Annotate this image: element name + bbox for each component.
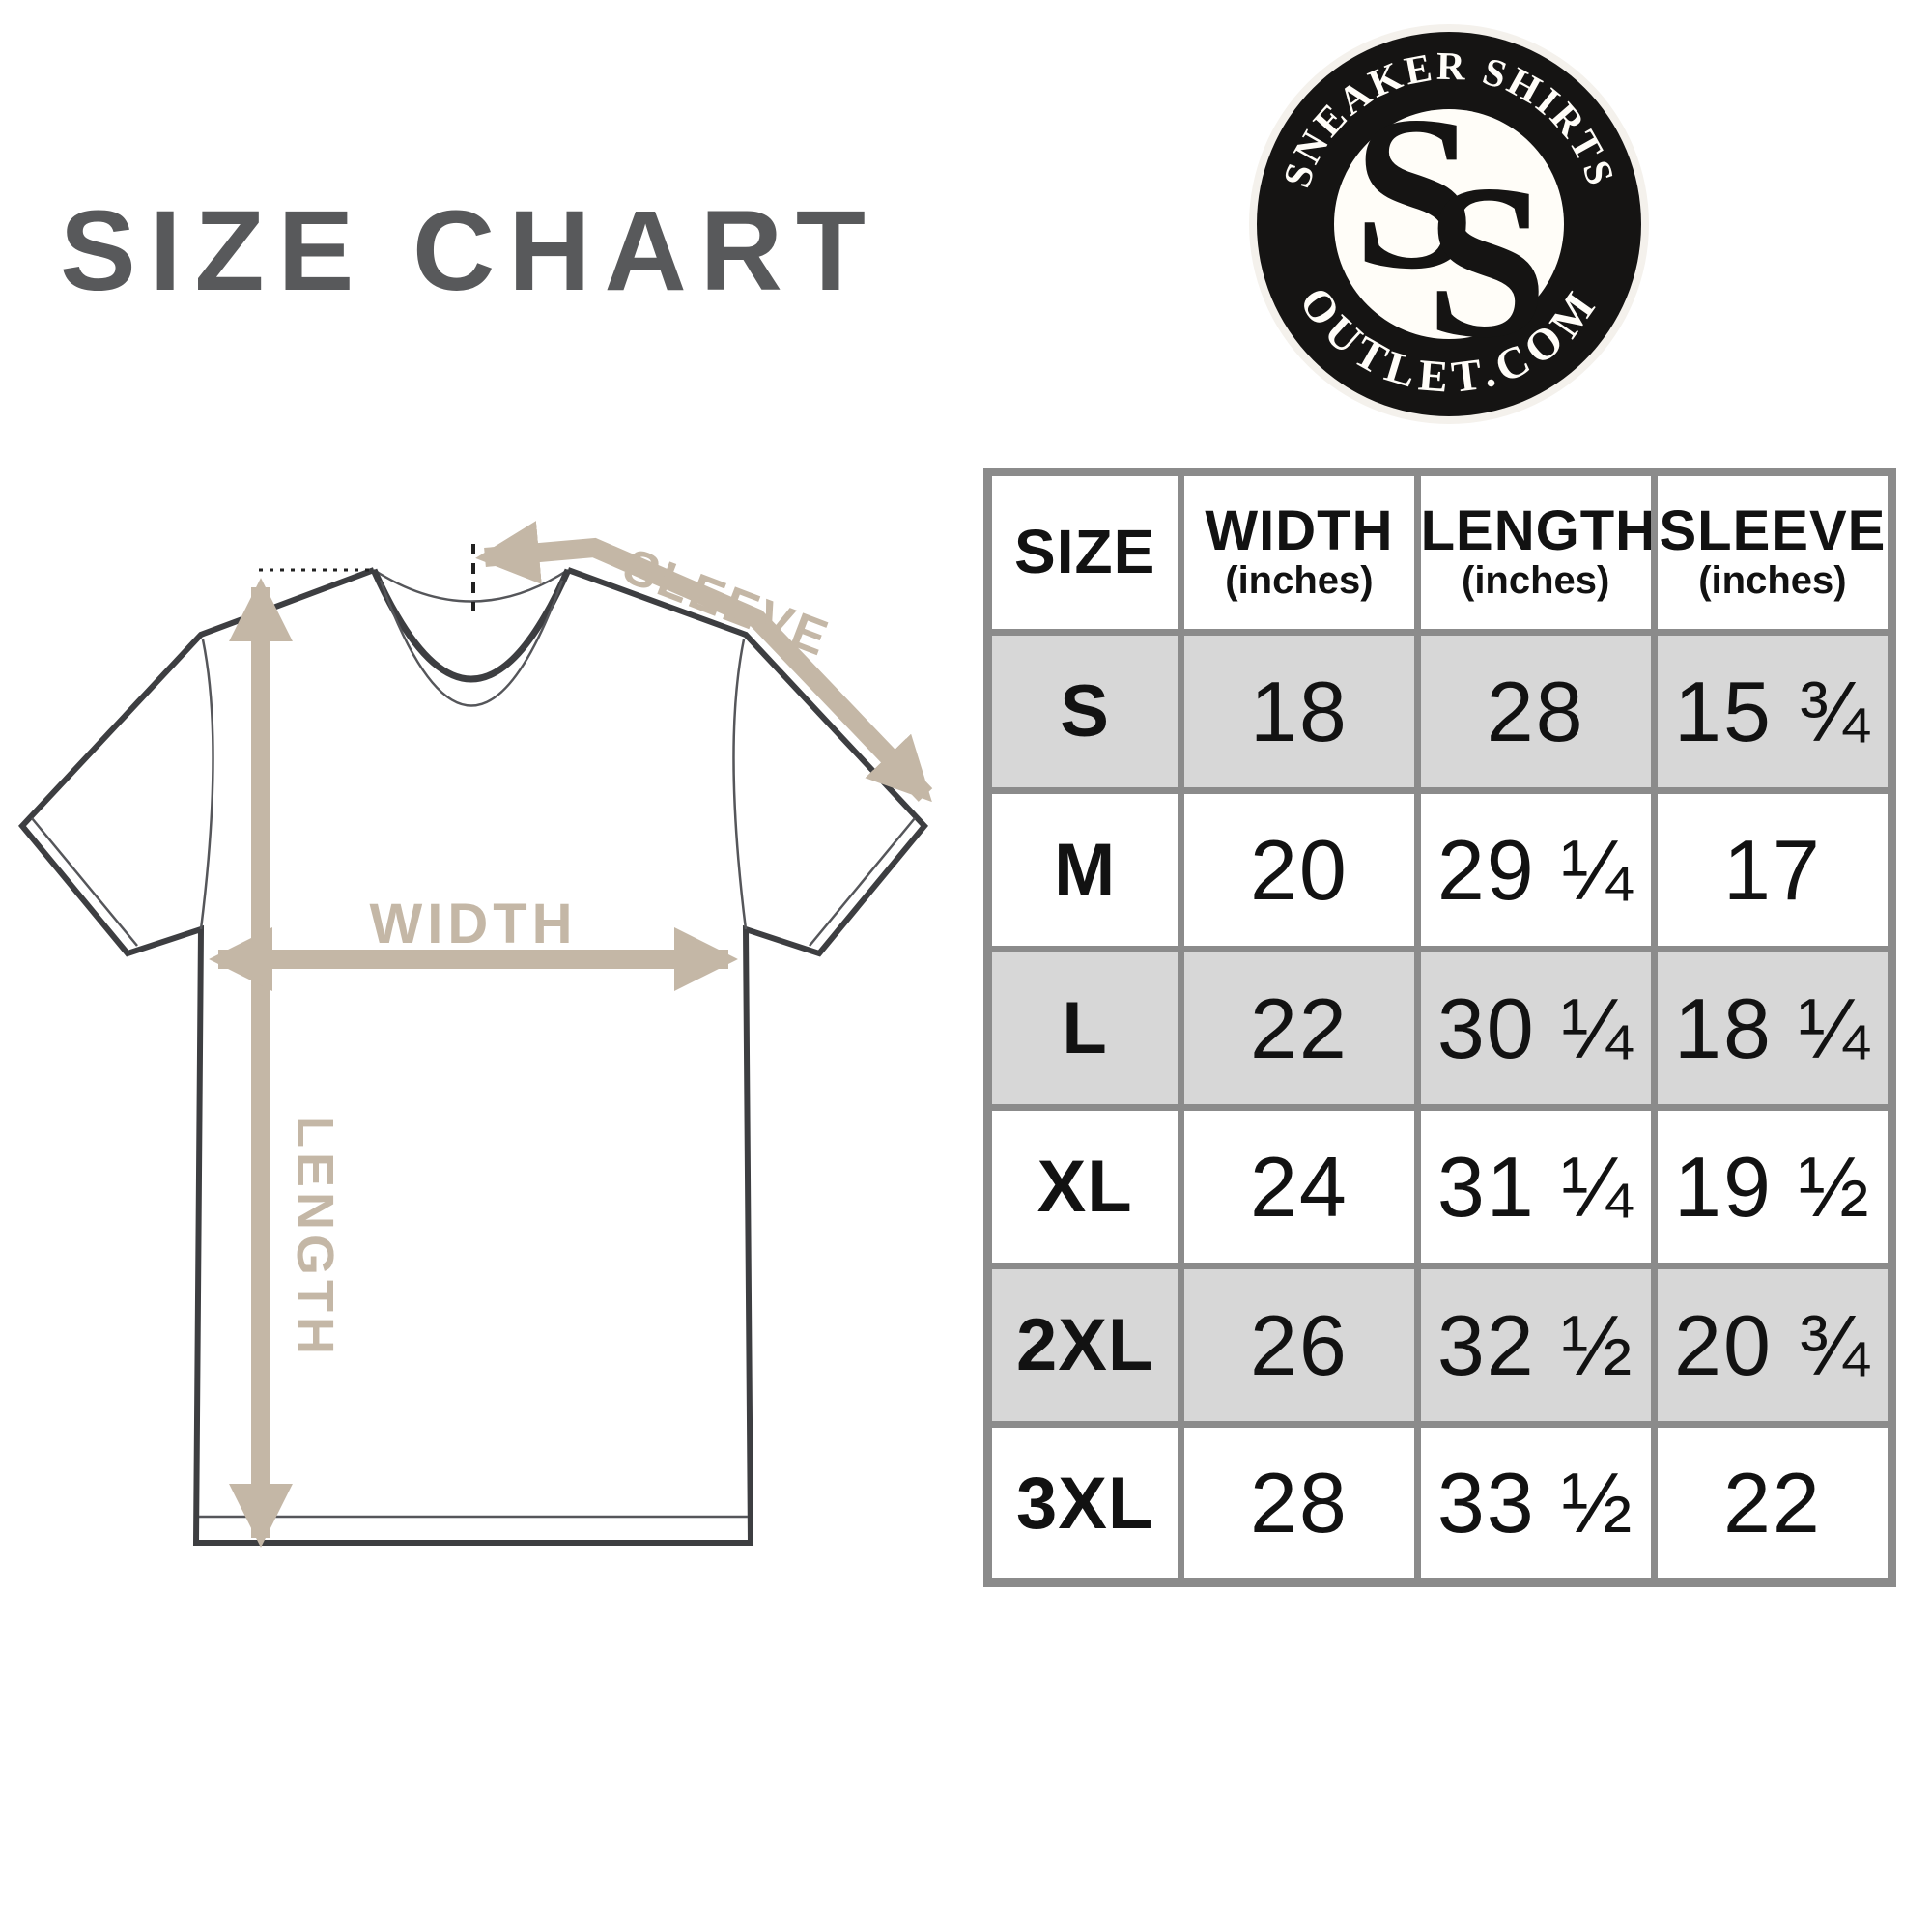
page-title: SIZE CHART (60, 187, 879, 315)
tshirt-measurement-diagram: WIDTH LENGTH SLEEVE (18, 521, 933, 1548)
width-label: WIDTH (369, 893, 577, 955)
column-header-sleeve: SLEEVE (inches) (1650, 469, 1896, 636)
table-row: L 22 30 ¼ 18 ¼ (983, 946, 1896, 1111)
length-label: LENGTH (286, 1116, 344, 1359)
brand-badge-logo: SNEAKER SHIRTS OUTLET.COM S S (1249, 24, 1649, 424)
table-row: 3XL 28 33 ½ 22 (983, 1421, 1896, 1586)
table-row: M 20 29 ¼ 17 (983, 787, 1896, 952)
svg-text:S: S (1426, 140, 1548, 384)
table-row: XL 24 31 ¼ 19 ½ (983, 1104, 1896, 1269)
sleeve-arrow (475, 521, 933, 803)
cuff-stitch-left (31, 817, 138, 947)
badge-inner-circle (1334, 109, 1564, 339)
ss-monogram-icon: S S (1353, 71, 1548, 384)
table-row: 2XL 26 32 ½ 20 ¾ (983, 1263, 1896, 1428)
svg-text:S: S (1353, 71, 1476, 315)
cuff-stitch-right (809, 817, 916, 947)
armhole-seam-left (199, 639, 214, 930)
table-header-row: SIZE WIDTH (inches) LENGTH (inches) SLEE… (983, 469, 1896, 636)
column-header-width: WIDTH (inches) (1178, 469, 1421, 636)
column-header-size: SIZE (983, 469, 1185, 636)
tshirt-body (22, 570, 924, 1543)
column-header-length: LENGTH (inches) (1413, 469, 1658, 636)
table-row: S 18 28 15 ¾ (983, 629, 1896, 794)
size-table: SIZE WIDTH (inches) LENGTH (inches) SLEE… (983, 468, 1896, 1587)
